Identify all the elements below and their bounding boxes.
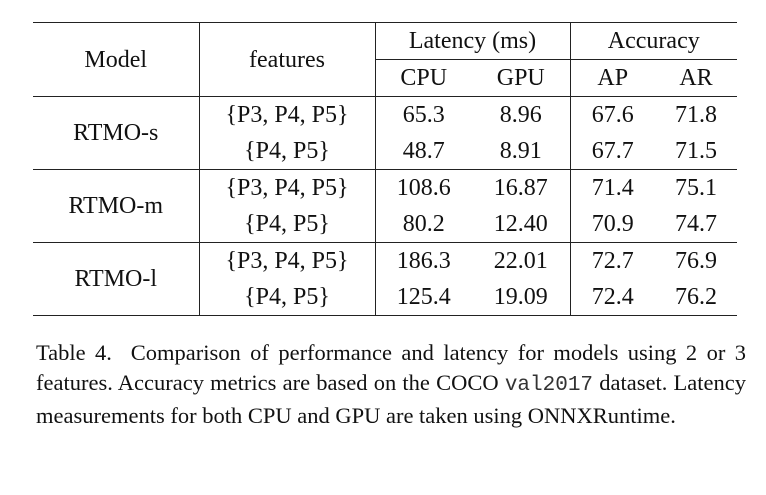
header-cell: CPU bbox=[374, 59, 472, 97]
caption: Table 4. Comparison of performance and l… bbox=[36, 338, 746, 431]
body-row: {P4, P5} 125.4 19.09 72.4 76.2 bbox=[33, 279, 737, 316]
features-cell: {P4, P5} bbox=[198, 279, 375, 316]
value-cell: 72.7 bbox=[569, 242, 655, 279]
features-cell: {P3, P4, P5} bbox=[198, 96, 375, 133]
header-cell: Accuracy bbox=[569, 22, 737, 60]
body-row: RTMO-l {P3, P4, P5} 186.3 22.01 72.7 76.9 bbox=[33, 242, 737, 316]
value-cell: 71.4 bbox=[569, 169, 655, 206]
value-cell: 19.09 bbox=[472, 279, 570, 316]
model-cell: RTMO-l bbox=[33, 242, 199, 316]
value-cell: 8.96 bbox=[499, 102, 542, 128]
features-cell: {P3, P4, P5} bbox=[198, 242, 375, 279]
body-row: RTMO-m {P3, P4, P5} 108.6 16.87 71.4 75.1 bbox=[33, 169, 737, 243]
value-cell: 65.3 bbox=[374, 96, 472, 133]
value-cell: 80.2 bbox=[374, 206, 472, 243]
value-cell: 76.9 bbox=[675, 248, 717, 274]
value-cell: 108.6 bbox=[374, 169, 472, 206]
value-cell: 74.7 bbox=[655, 206, 737, 243]
header-cell: GPU bbox=[472, 59, 570, 97]
features-cell: {P4, P5} bbox=[198, 206, 375, 243]
value-cell: 72.4 bbox=[569, 279, 655, 316]
value-cell: 70.9 bbox=[569, 206, 655, 243]
value-cell: 75.1 bbox=[675, 175, 717, 201]
caption-text: Comparison of performance and latency fo… bbox=[36, 340, 746, 395]
value-cell: 22.01 bbox=[493, 248, 548, 274]
table-body: Model features Latency (ms) Accuracy CPU… bbox=[33, 22, 737, 316]
header-cell: Latency (ms) bbox=[374, 22, 570, 60]
value-cell: 8.91 bbox=[472, 133, 570, 170]
header-cell: AP bbox=[569, 59, 655, 97]
features-cell: {P4, P5} bbox=[198, 133, 375, 170]
value-cell: 71.8 bbox=[675, 102, 717, 128]
value-cell: 12.40 bbox=[472, 206, 570, 243]
body-row: RTMO-s {P3, P4, P5} 65.3 8.96 67.6 71.8 bbox=[33, 96, 737, 170]
body-row: {P4, P5} 48.7 8.91 67.7 71.5 bbox=[33, 133, 737, 170]
header-cell: AR bbox=[655, 59, 737, 97]
body-row: {P4, P5} 80.2 12.40 70.9 74.7 bbox=[33, 206, 737, 243]
header-row: CPU GPU AP AR bbox=[33, 59, 737, 97]
header-cell: features bbox=[198, 22, 375, 97]
value-cell: 125.4 bbox=[374, 279, 472, 316]
value-cell: 16.87 bbox=[493, 175, 548, 201]
value-cell: 76.2 bbox=[655, 279, 737, 316]
features-cell: {P3, P4, P5} bbox=[198, 169, 375, 206]
value-cell: 48.7 bbox=[374, 133, 472, 170]
caption-label: Table 4. bbox=[36, 340, 112, 365]
caption-text: dataset. Latency measurements for both C… bbox=[36, 370, 746, 428]
model-cell: RTMO-s bbox=[33, 96, 199, 170]
value-cell: 67.6 bbox=[569, 96, 655, 133]
model-cell: RTMO-m bbox=[33, 169, 199, 243]
value-cell: 71.5 bbox=[655, 133, 737, 170]
caption-code: val2017 bbox=[504, 374, 594, 397]
value-cell: 186.3 bbox=[374, 242, 472, 279]
header-cell: Model bbox=[33, 22, 199, 97]
results-table: Model features Latency (ms) Accuracy CPU… bbox=[33, 22, 737, 316]
header-row: Model features Latency (ms) Accuracy bbox=[33, 22, 737, 97]
value-cell: 67.7 bbox=[569, 133, 655, 170]
